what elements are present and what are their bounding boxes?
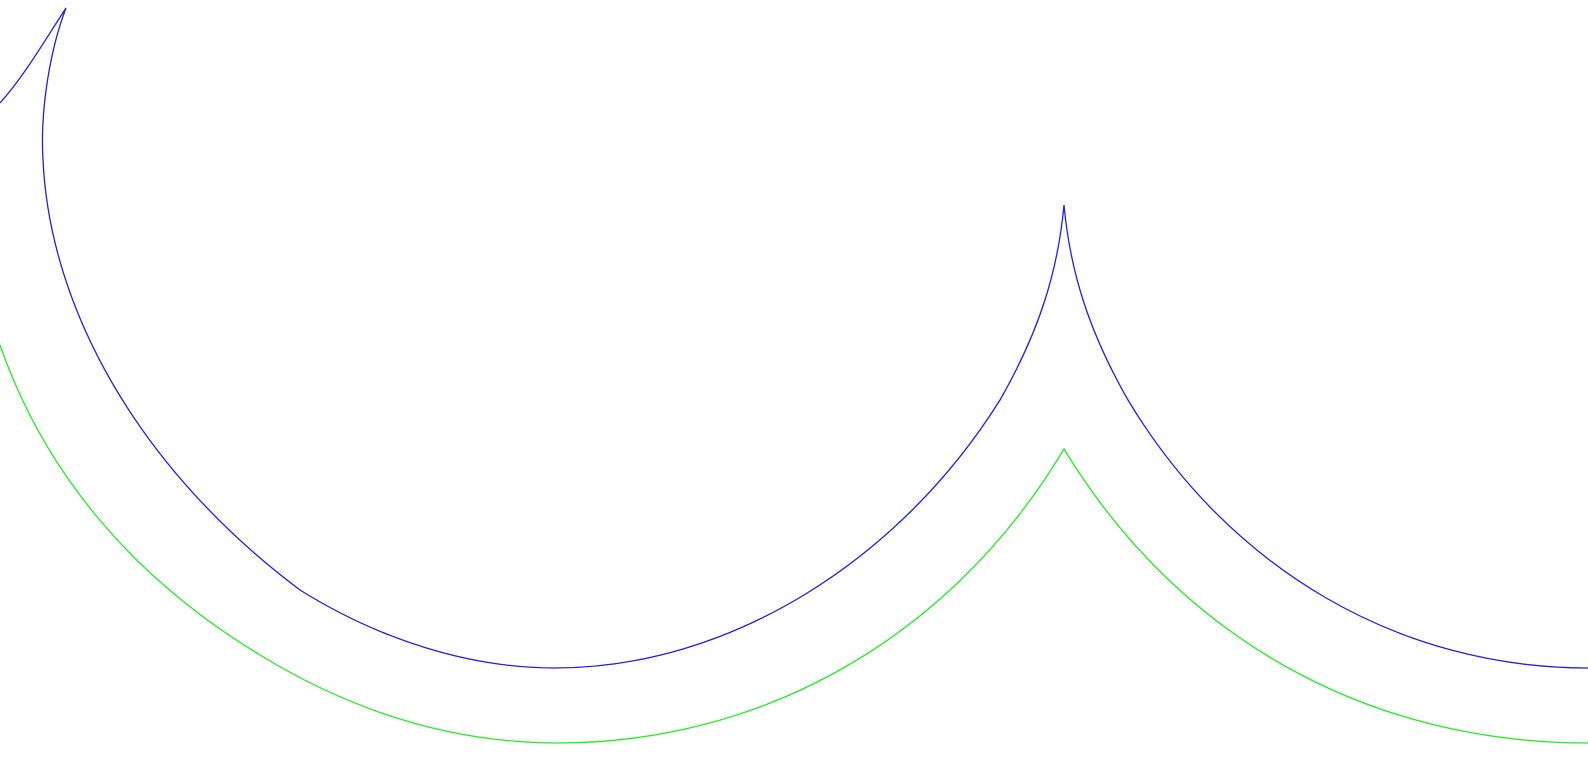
outer-offset-curve xyxy=(0,344,1588,744)
inner-scalloped-curve xyxy=(0,7,1588,669)
